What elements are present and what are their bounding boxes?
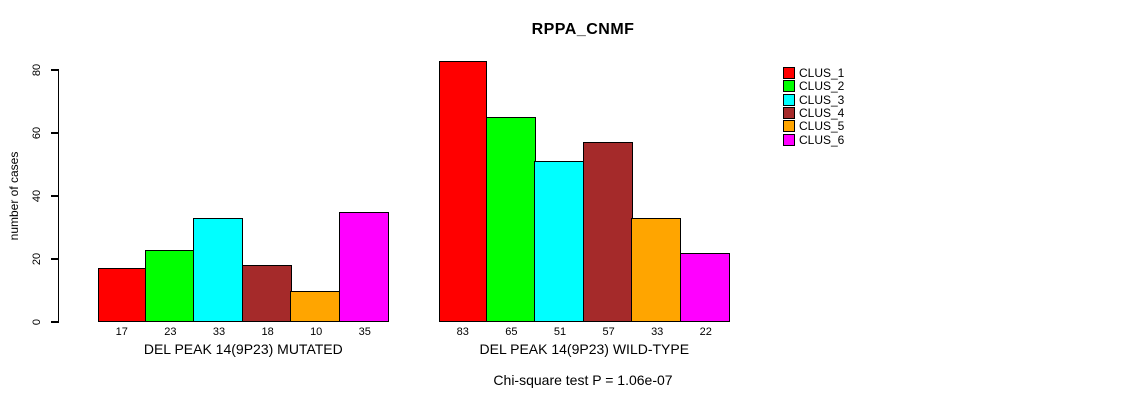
bar bbox=[485, 117, 536, 322]
legend-label: CLUS_5 bbox=[799, 119, 845, 134]
bar-value-label: 51 bbox=[553, 326, 567, 338]
legend-swatch bbox=[783, 133, 795, 146]
y-tick bbox=[50, 258, 58, 260]
y-tick-label: 40 bbox=[31, 189, 43, 203]
legend-label: CLUS_3 bbox=[799, 92, 845, 107]
legend-label: CLUS_2 bbox=[799, 79, 845, 94]
y-tick bbox=[50, 321, 58, 323]
bar-value-label: 22 bbox=[699, 326, 712, 338]
y-axis-line bbox=[57, 69, 59, 323]
y-tick-label: 60 bbox=[31, 126, 43, 140]
y-tick bbox=[50, 132, 58, 134]
legend-swatch bbox=[783, 106, 795, 119]
legend-label: CLUS_4 bbox=[799, 105, 845, 120]
bar bbox=[438, 60, 488, 322]
bar bbox=[534, 161, 585, 322]
bar bbox=[680, 252, 731, 322]
chi-square-annotation: Chi-square test P = 1.06e-07 bbox=[493, 372, 673, 388]
bar bbox=[97, 268, 147, 322]
bar bbox=[631, 218, 682, 322]
bar-value-label: 17 bbox=[115, 326, 128, 338]
legend-swatch bbox=[783, 67, 795, 79]
bar bbox=[290, 290, 341, 322]
bar-value-label: 33 bbox=[212, 326, 226, 338]
y-tick bbox=[50, 195, 58, 197]
bar bbox=[241, 265, 292, 322]
legend-swatch bbox=[783, 80, 795, 93]
bar bbox=[144, 249, 195, 322]
bar bbox=[193, 218, 244, 322]
group-label: DEL PEAK 14(9P23) MUTATED bbox=[143, 341, 343, 357]
bar-value-label: 23 bbox=[164, 326, 177, 338]
bar bbox=[582, 142, 633, 322]
bar bbox=[339, 211, 390, 322]
y-tick bbox=[50, 69, 58, 71]
y-tick-label: 20 bbox=[31, 252, 43, 266]
bar-value-label: 57 bbox=[602, 326, 615, 338]
y-tick-label: 0 bbox=[31, 318, 43, 326]
y-tick-label: 80 bbox=[31, 63, 43, 77]
bar-value-label: 18 bbox=[261, 326, 274, 338]
bar-value-label: 65 bbox=[505, 326, 518, 338]
y-axis-title: number of cases bbox=[7, 151, 21, 241]
legend-label: CLUS_1 bbox=[799, 66, 845, 80]
bar-value-label: 83 bbox=[456, 326, 469, 338]
legend-swatch bbox=[783, 93, 795, 106]
bar-value-label: 33 bbox=[651, 326, 664, 338]
chart-title: RPPA_CNMF bbox=[531, 21, 635, 38]
legend-label: CLUS_6 bbox=[799, 132, 845, 147]
bar-value-label: 35 bbox=[358, 326, 371, 338]
group-label: DEL PEAK 14(9P23) WILD-TYPE bbox=[479, 341, 690, 357]
bar-value-label: 10 bbox=[310, 326, 323, 338]
legend-swatch bbox=[783, 120, 795, 133]
